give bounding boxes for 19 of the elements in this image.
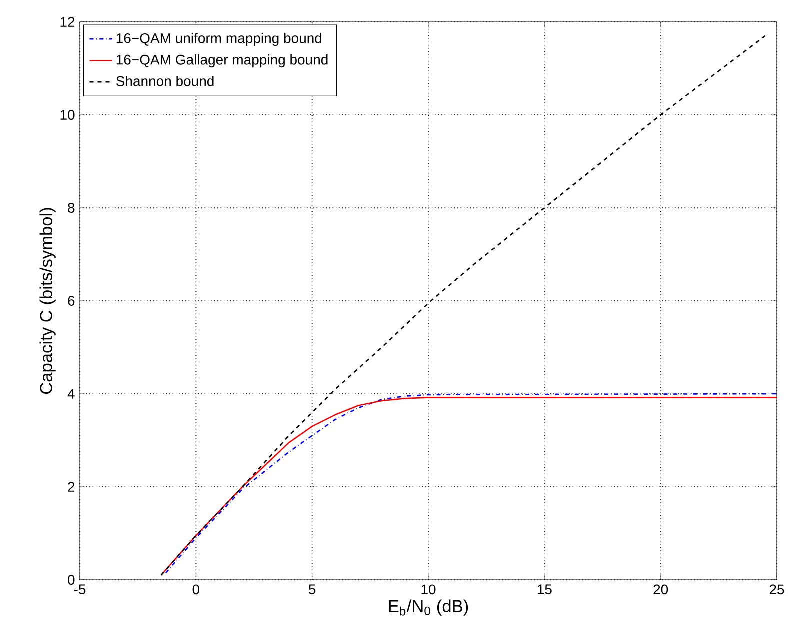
y-tick-label: 12 <box>60 17 75 27</box>
y-tick-label: 6 <box>68 296 75 306</box>
x-tick-label: 10 <box>422 584 436 595</box>
y-tick-label: 2 <box>68 482 75 492</box>
legend-label: Shannon bound <box>116 76 214 86</box>
y-tick-label: 10 <box>60 110 75 120</box>
y-axis-title: Capacity C (bits/symbol) <box>40 208 56 394</box>
x-tick-label: -5 <box>74 584 86 594</box>
y-tick-label: 4 <box>68 389 75 399</box>
y-tick-label: 0 <box>68 575 75 585</box>
y-tick-label: 8 <box>68 203 75 213</box>
x-tick-label: 0 <box>192 584 200 595</box>
x-axis-title: E$_{b}$/N$_{0}$ (dB) <box>389 600 468 616</box>
x-tick-label: 20 <box>654 584 668 595</box>
x-tick-label: 25 <box>770 584 784 595</box>
x-tick-label: 15 <box>538 584 552 594</box>
legend-label: 16−QAM Gallager mapping bound <box>116 54 328 68</box>
x-tick-label: 5 <box>309 584 316 594</box>
legend-label: 16−QAM uniform mapping bound <box>116 33 322 46</box>
